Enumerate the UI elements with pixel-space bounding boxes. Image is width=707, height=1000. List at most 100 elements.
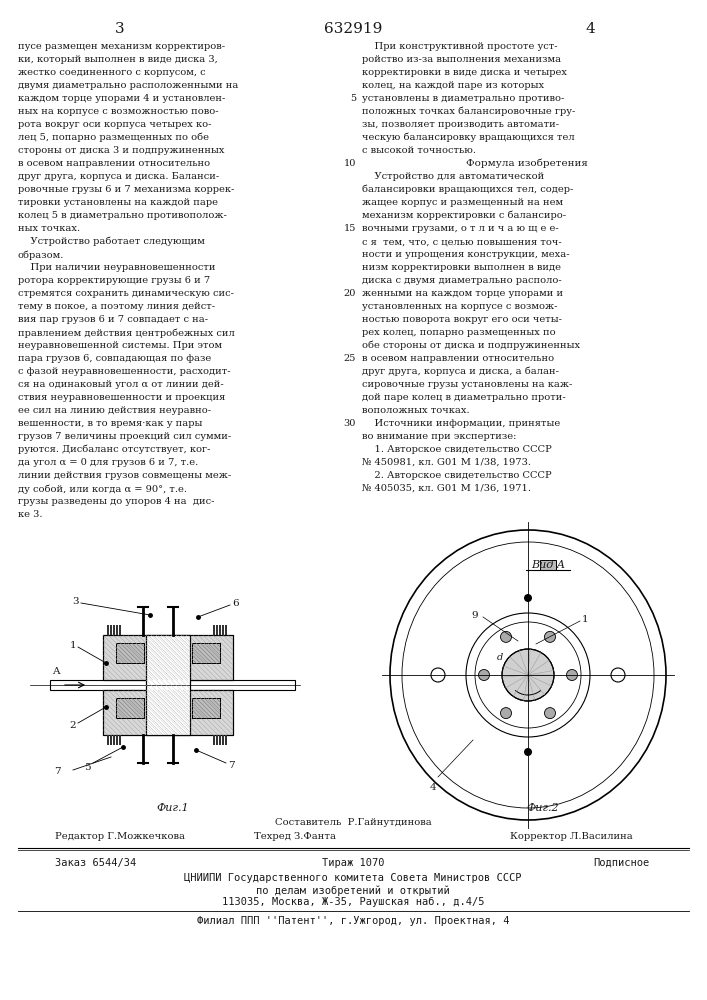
Text: Заказ 6544/34: Заказ 6544/34	[55, 858, 136, 868]
Text: пара грузов 6, совпадающая по фазе: пара грузов 6, совпадающая по фазе	[18, 354, 211, 363]
Text: ных на корпусе с возможностью пово-: ных на корпусе с возможностью пово-	[18, 107, 218, 116]
Text: низм корректировки выполнен в виде: низм корректировки выполнен в виде	[362, 263, 561, 272]
Text: правлением действия центробежных сил: правлением действия центробежных сил	[18, 328, 235, 338]
Text: каждом торце упорами 4 и установлен-: каждом торце упорами 4 и установлен-	[18, 94, 226, 103]
Text: с фазой неуравновешенности, расходит-: с фазой неуравновешенности, расходит-	[18, 367, 230, 376]
Text: 20: 20	[344, 289, 356, 298]
Text: 5: 5	[350, 94, 356, 103]
Bar	[50, 680, 295, 690]
Bar	[540, 560, 556, 570]
Text: ки, который выполнен в виде диска 3,: ки, который выполнен в виде диска 3,	[18, 55, 218, 64]
Text: 10: 10	[344, 159, 356, 168]
Text: ности и упрощения конструкции, меха-: ности и упрощения конструкции, меха-	[362, 250, 570, 259]
Text: № 450981, кл. G01 M 1/38, 1973.: № 450981, кл. G01 M 1/38, 1973.	[362, 458, 531, 467]
Text: жащее корпус и размещенный на нем: жащее корпус и размещенный на нем	[362, 198, 563, 207]
Bar	[192, 643, 220, 663]
Circle shape	[431, 668, 445, 682]
Text: Филиал ППП ''Патент'', г.Ужгород, ул. Проектная, 4: Филиал ППП ''Патент'', г.Ужгород, ул. Пр…	[197, 916, 509, 926]
Text: женными на каждом торце упорами и: женными на каждом торце упорами и	[362, 289, 563, 298]
Text: 15: 15	[344, 224, 356, 233]
Text: ровочные грузы 6 и 7 механизма коррек-: ровочные грузы 6 и 7 механизма коррек-	[18, 185, 235, 194]
Text: колец, на каждой паре из которых: колец, на каждой паре из которых	[362, 81, 544, 90]
Text: При наличии неуравновешенности: При наличии неуравновешенности	[18, 263, 216, 272]
Bar	[116, 698, 144, 718]
Bar	[146, 635, 190, 735]
Bar	[107, 735, 109, 745]
Text: положных точках балансировочные гру-: положных точках балансировочные гру-	[362, 107, 575, 116]
Text: 4: 4	[430, 783, 436, 792]
Bar	[110, 625, 112, 635]
Text: в осевом направлении относительно: в осевом направлении относительно	[362, 354, 554, 363]
Bar	[116, 643, 144, 663]
Text: двумя диаметрально расположенными на: двумя диаметрально расположенными на	[18, 81, 238, 90]
Text: механизм корректировки с балансиро-: механизм корректировки с балансиро-	[362, 211, 566, 221]
Text: ся на одинаковый угол α от линии дей-: ся на одинаковый угол α от линии дей-	[18, 380, 223, 389]
Text: корректировки в виде диска и четырех: корректировки в виде диска и четырех	[362, 68, 567, 77]
Text: в осевом направлении относительно: в осевом направлении относительно	[18, 159, 210, 168]
Text: рота вокруг оси корпуса четырех ко-: рота вокруг оси корпуса четырех ко-	[18, 120, 211, 129]
Text: Формула изобретения: Формула изобретения	[466, 159, 588, 168]
Text: воположных точках.: воположных точках.	[362, 406, 469, 415]
Text: колец 5 в диаметрально противополож-: колец 5 в диаметрально противополож-	[18, 211, 227, 220]
Circle shape	[544, 631, 556, 642]
Text: ствия неуравновешенности и проекция: ствия неуравновешенности и проекция	[18, 393, 226, 402]
Text: вия пар грузов 6 и 7 совпадает с на-: вия пар грузов 6 и 7 совпадает с на-	[18, 315, 208, 324]
Bar	[225, 625, 227, 635]
Text: друг друга, корпуса и диска, а балан-: друг друга, корпуса и диска, а балан-	[362, 367, 559, 376]
Bar	[116, 735, 118, 745]
Circle shape	[544, 708, 556, 719]
Bar	[103, 635, 233, 680]
Text: 7: 7	[54, 768, 61, 776]
Text: грузов 7 величины проекций сил сумми-: грузов 7 величины проекций сил сумми-	[18, 432, 231, 441]
Text: Тираж 1070: Тираж 1070	[322, 858, 384, 868]
Bar	[216, 735, 218, 745]
Circle shape	[524, 594, 532, 602]
Text: 5: 5	[84, 762, 91, 772]
Text: ЦНИИПИ Государственного комитета Совета Министров СССР: ЦНИИПИ Государственного комитета Совета …	[185, 873, 522, 883]
Text: установленных на корпусе с возмож-: установленных на корпусе с возмож-	[362, 302, 558, 311]
Circle shape	[611, 668, 625, 682]
Text: 1. Авторское свидетельство СССР: 1. Авторское свидетельство СССР	[362, 445, 551, 454]
Circle shape	[501, 708, 511, 719]
Bar	[116, 698, 144, 718]
Text: с я  тем, что, с целью повышения точ-: с я тем, что, с целью повышения точ-	[362, 237, 562, 246]
Text: с высокой точностью.: с высокой точностью.	[362, 146, 476, 155]
Text: друг друга, корпуса и диска. Баланси-: друг друга, корпуса и диска. Баланси-	[18, 172, 219, 181]
Circle shape	[479, 670, 489, 680]
Text: 113035, Москва, Ж-35, Раушская наб., д.4/5: 113035, Москва, Ж-35, Раушская наб., д.4…	[222, 897, 484, 907]
Text: d: d	[497, 652, 503, 662]
Text: Источники информации, принятые: Источники информации, принятые	[362, 419, 560, 428]
Text: лец 5, попарно размещенных по обе: лец 5, попарно размещенных по обе	[18, 133, 209, 142]
Text: ду собой, или когда α = 90°, т.е.: ду собой, или когда α = 90°, т.е.	[18, 484, 187, 493]
Text: стороны от диска 3 и подпружиненных: стороны от диска 3 и подпружиненных	[18, 146, 225, 155]
Bar	[222, 625, 224, 635]
Bar	[222, 735, 224, 745]
Bar	[216, 625, 218, 635]
Text: Составитель  Р.Гайнутдинова: Составитель Р.Гайнутдинова	[274, 818, 431, 827]
Bar	[192, 698, 220, 718]
Text: жестко соединенного с корпусом, с: жестко соединенного с корпусом, с	[18, 68, 206, 77]
Bar	[192, 698, 220, 718]
Text: образом.: образом.	[18, 250, 64, 259]
Text: ческую балансировку вращающихся тел: ческую балансировку вращающихся тел	[362, 133, 575, 142]
Bar	[107, 625, 109, 635]
Text: Фиг.1: Фиг.1	[157, 803, 189, 813]
Text: неуравновешенной системы. При этом: неуравновешенной системы. При этом	[18, 341, 222, 350]
Text: Подписное: Подписное	[594, 858, 650, 868]
Text: линии действия грузов совмещены меж-: линии действия грузов совмещены меж-	[18, 471, 231, 480]
Bar	[219, 735, 221, 745]
Text: ротора корректирующие грузы 6 и 7: ротора корректирующие грузы 6 и 7	[18, 276, 210, 285]
Text: установлены в диаметрально противо-: установлены в диаметрально противо-	[362, 94, 564, 103]
Bar	[225, 735, 227, 745]
Bar	[219, 625, 221, 635]
Text: Фиг.2: Фиг.2	[527, 803, 559, 813]
Text: ке 3.: ке 3.	[18, 510, 42, 519]
Text: грузы разведены до упоров 4 на  дис-: грузы разведены до упоров 4 на дис-	[18, 497, 214, 506]
Text: сировочные грузы установлены на каж-: сировочные грузы установлены на каж-	[362, 380, 573, 389]
Text: 2: 2	[69, 720, 76, 730]
Bar	[103, 690, 233, 735]
Bar	[110, 735, 112, 745]
Text: 2. Авторское свидетельство СССР: 2. Авторское свидетельство СССР	[362, 471, 551, 480]
Text: Устройство для автоматической: Устройство для автоматической	[362, 172, 544, 181]
Text: 4: 4	[585, 22, 595, 36]
